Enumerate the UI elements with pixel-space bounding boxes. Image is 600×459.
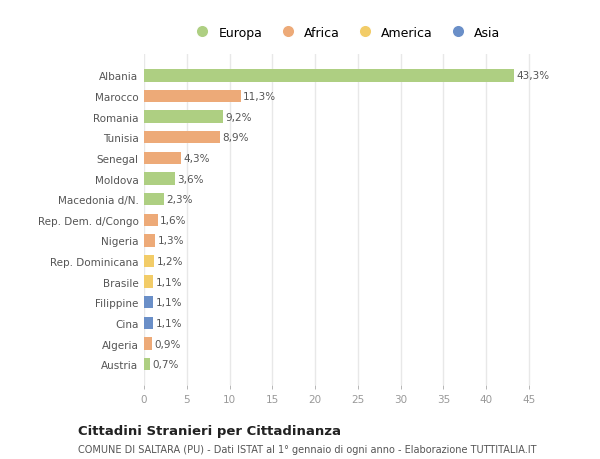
Text: 1,1%: 1,1% bbox=[156, 297, 182, 308]
Text: 1,3%: 1,3% bbox=[158, 236, 184, 246]
Bar bbox=[144, 111, 223, 123]
Text: 1,1%: 1,1% bbox=[156, 318, 182, 328]
Bar bbox=[144, 255, 154, 268]
Bar bbox=[144, 235, 155, 247]
Text: 3,6%: 3,6% bbox=[178, 174, 204, 184]
Text: 11,3%: 11,3% bbox=[243, 92, 277, 102]
Text: 4,3%: 4,3% bbox=[184, 154, 210, 163]
Text: 0,9%: 0,9% bbox=[154, 339, 181, 349]
Text: 8,9%: 8,9% bbox=[223, 133, 249, 143]
Bar bbox=[144, 276, 154, 288]
Bar bbox=[144, 297, 154, 309]
Bar bbox=[144, 194, 164, 206]
Text: 1,1%: 1,1% bbox=[156, 277, 182, 287]
Bar bbox=[144, 317, 154, 330]
Text: 2,3%: 2,3% bbox=[166, 195, 193, 205]
Bar bbox=[144, 91, 241, 103]
Bar bbox=[144, 70, 514, 83]
Text: 1,2%: 1,2% bbox=[157, 257, 184, 267]
Bar bbox=[144, 358, 150, 370]
Bar bbox=[144, 214, 158, 226]
Legend: Europa, Africa, America, Asia: Europa, Africa, America, Asia bbox=[185, 22, 505, 45]
Text: Cittadini Stranieri per Cittadinanza: Cittadini Stranieri per Cittadinanza bbox=[78, 425, 341, 437]
Text: 1,6%: 1,6% bbox=[160, 215, 187, 225]
Bar bbox=[144, 173, 175, 185]
Bar bbox=[144, 152, 181, 165]
Text: 43,3%: 43,3% bbox=[517, 71, 550, 81]
Bar bbox=[144, 338, 152, 350]
Text: 0,7%: 0,7% bbox=[152, 359, 179, 369]
Bar bbox=[144, 132, 220, 144]
Text: 9,2%: 9,2% bbox=[225, 112, 252, 123]
Text: COMUNE DI SALTARA (PU) - Dati ISTAT al 1° gennaio di ogni anno - Elaborazione TU: COMUNE DI SALTARA (PU) - Dati ISTAT al 1… bbox=[78, 444, 536, 454]
